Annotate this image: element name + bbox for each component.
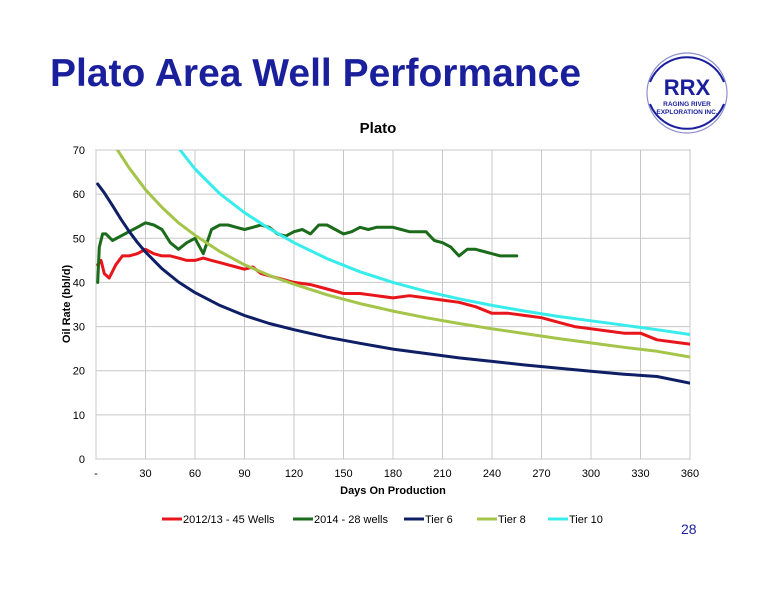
y-tick-label: 0: [79, 454, 85, 466]
y-tick-label: 30: [73, 322, 85, 334]
x-tick-label: 90: [238, 468, 250, 480]
y-tick-label: 10: [73, 410, 85, 422]
logo-main-text: RRX: [664, 75, 711, 100]
logo-line2: EXPLORATION INC.: [656, 109, 717, 116]
x-tick-label: -: [94, 468, 98, 480]
page-number: 28: [681, 521, 697, 537]
series-line-2: [96, 182, 690, 385]
y-axis-label: Oil Rate (bbl/d): [61, 265, 73, 344]
legend: 2012/13 - 45 Wells 2014 - 28 wells Tier 6 T…: [162, 514, 603, 526]
y-tick-label: 60: [73, 189, 85, 201]
chart-title: Plato: [360, 120, 397, 137]
legend-label-0: 2012/13 - 45 Wells: [183, 514, 275, 526]
x-tick-label: 210: [433, 468, 451, 480]
x-tick-label: 240: [483, 468, 501, 480]
x-tick-label: 60: [189, 468, 201, 480]
y-tick-label: 40: [73, 277, 85, 289]
x-tick-label: 30: [139, 468, 151, 480]
grid: [95, 149, 691, 460]
x-tick-label: 360: [681, 468, 699, 480]
company-logo: RRX RAGING RIVER EXPLORATION INC.: [646, 52, 728, 134]
series-line-1: [96, 221, 519, 284]
x-axis-label: Days On Production: [340, 485, 446, 497]
x-tick-label: 180: [384, 468, 402, 480]
series-line-4: [178, 150, 690, 336]
y-tick-label: 20: [73, 366, 85, 378]
x-tick-label: 330: [631, 468, 649, 480]
y-tick-label: 70: [73, 145, 85, 157]
x-tick-label: 150: [334, 468, 352, 480]
series-line-0: [96, 247, 690, 346]
y-tick-label: 50: [73, 233, 85, 245]
logo-line1: RAGING RIVER: [663, 101, 711, 108]
x-tick-label: 270: [532, 468, 550, 480]
legend-label-4: Tier 10: [569, 514, 603, 526]
series-lines: [96, 150, 690, 385]
slide-title: Plato Area Well Performance: [50, 52, 582, 95]
tick-labels: - 30 60 90 120 150 180 210 240 270 300 330 360 0 10 20 3…: [73, 145, 699, 480]
x-tick-label: 120: [285, 468, 303, 480]
legend-label-1: 2014 - 28 wells: [314, 514, 388, 526]
x-tick-label: 300: [582, 468, 600, 480]
legend-label-2: Tier 6: [425, 514, 453, 526]
series-line-3: [116, 150, 690, 359]
legend-label-3: Tier 8: [498, 514, 526, 526]
